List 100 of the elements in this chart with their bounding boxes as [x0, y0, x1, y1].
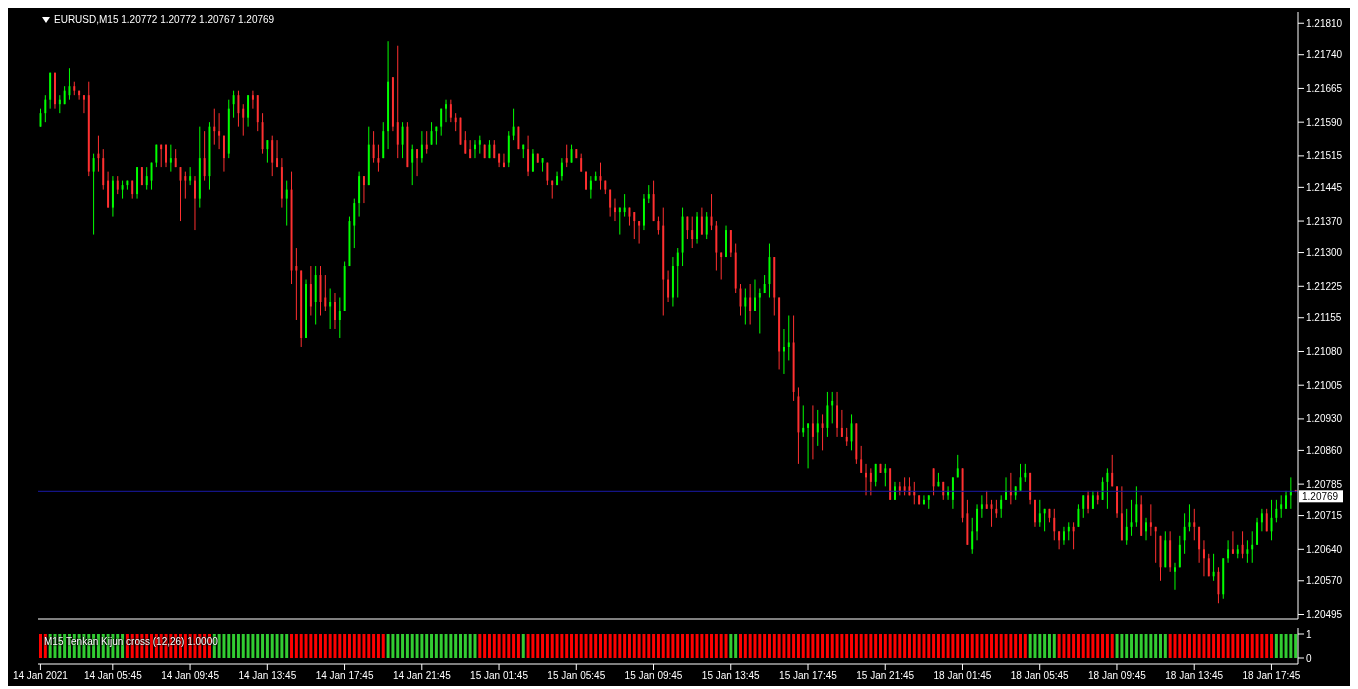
candlestick: [1106, 467, 1109, 510]
candlestick: [894, 481, 896, 501]
candlestick: [54, 72, 56, 110]
y-tick-label: 1.20640: [1306, 543, 1343, 555]
candlestick: [754, 279, 756, 312]
candlestick: [1111, 454, 1114, 487]
candlestick: [1062, 526, 1065, 546]
candlestick: [1183, 512, 1186, 555]
candlestick: [1145, 517, 1147, 541]
candlestick: [990, 499, 993, 528]
candlestick: [362, 175, 365, 204]
y-tick-label: 1.21515: [1306, 150, 1343, 162]
candlestick: [1087, 490, 1090, 514]
x-tick-label: 18 Jan 17:45: [1242, 670, 1301, 682]
candlestick: [1217, 566, 1220, 604]
y-tick-label: 1.21080: [1306, 346, 1343, 358]
x-tick-label: 14 Jan 2021: [12, 670, 69, 682]
candlestick: [821, 413, 824, 451]
x-tick-label: 14 Jan 09:45: [161, 670, 220, 682]
y-tick-label: 1.21370: [1306, 215, 1343, 227]
x-tick-label: 18 Jan 05:45: [1010, 670, 1070, 682]
candlestick: [285, 180, 288, 227]
chart-title: EURUSD,M15 1.20772 1.20772 1.20767 1.20769: [54, 14, 275, 25]
candlestick: [1130, 499, 1133, 537]
candlestick: [1188, 503, 1191, 532]
candlestick: [338, 297, 341, 339]
candlestick: [710, 193, 713, 231]
x-tick-label: 15 Jan 05:45: [547, 670, 606, 682]
candlestick: [305, 279, 307, 339]
candlestick: [218, 112, 221, 150]
candlestick: [309, 265, 312, 316]
candlestick: [1246, 539, 1249, 564]
candlestick: [1231, 530, 1234, 555]
candlestick: [869, 467, 872, 496]
candlestick: [1241, 530, 1244, 559]
candlestick: [329, 288, 332, 330]
candlestick: [1000, 494, 1003, 519]
candlestick: [416, 148, 419, 177]
y-tick-label: 1.20715: [1306, 510, 1343, 522]
candlestick: [932, 467, 935, 496]
candlestick: [980, 494, 983, 519]
candlestick: [1149, 503, 1152, 537]
candlestick: [560, 157, 563, 182]
candlestick: [1270, 499, 1273, 541]
candlestick: [787, 315, 790, 361]
candlestick: [609, 189, 612, 218]
candlestick: [169, 144, 172, 173]
candlestick: [589, 175, 592, 200]
candlestick: [372, 130, 375, 164]
candlestick: [1198, 526, 1201, 564]
candlestick: [971, 517, 974, 555]
candlestick: [430, 121, 433, 146]
candlestick: [1227, 539, 1230, 564]
candlestick: [884, 463, 887, 487]
candlestick: [1260, 508, 1263, 532]
candlestick: [816, 409, 819, 447]
candlestick: [203, 130, 206, 182]
y-tick-label: 1.21225: [1306, 280, 1343, 292]
candlestick: [92, 153, 95, 236]
candlestick: [633, 211, 636, 240]
ref-line-label: 1.20769: [1302, 491, 1339, 503]
candlestick: [377, 144, 380, 173]
candlestick: [585, 171, 587, 191]
candlestick: [527, 135, 530, 177]
candlestick: [334, 292, 336, 330]
y-tick-label: 1.21810: [1306, 17, 1343, 29]
candlestick: [247, 94, 250, 128]
candlestick: [565, 144, 568, 168]
x-tick-label: 15 Jan 01:45: [470, 670, 529, 682]
candlestick: [976, 503, 979, 541]
candlestick: [68, 67, 71, 101]
candlestick: [700, 207, 703, 236]
candlestick: [401, 121, 404, 159]
candlestick: [729, 229, 732, 258]
candlestick: [744, 288, 747, 325]
candlestick: [449, 99, 452, 123]
y-tick-label: 1.20785: [1306, 478, 1343, 490]
x-tick-label: 14 Jan 21:45: [392, 670, 452, 682]
candlestick: [826, 391, 829, 438]
candlestick: [811, 404, 814, 460]
candlestick: [251, 90, 254, 110]
y-tick-label: 1.21300: [1306, 247, 1343, 259]
candlestick: [638, 220, 641, 245]
candlestick: [184, 171, 187, 200]
candlestick: [725, 225, 727, 258]
candlestick: [1034, 499, 1036, 528]
y-tick-label: 1.21155: [1306, 312, 1342, 324]
candlestick: [222, 135, 225, 173]
candlestick: [1053, 508, 1056, 541]
candlestick: [396, 45, 399, 159]
candlestick: [1038, 499, 1041, 528]
candlestick: [1082, 494, 1085, 519]
candlestick: [951, 476, 954, 510]
candlestick: [194, 175, 196, 231]
candlestick: [464, 130, 467, 155]
y-tick-label: 1.20495: [1306, 609, 1343, 621]
y-tick-label: 1.20570: [1306, 575, 1343, 587]
candlestick: [1202, 539, 1205, 577]
x-tick-label: 18 Jan 01:45: [933, 670, 992, 682]
candlestick: [145, 166, 148, 191]
